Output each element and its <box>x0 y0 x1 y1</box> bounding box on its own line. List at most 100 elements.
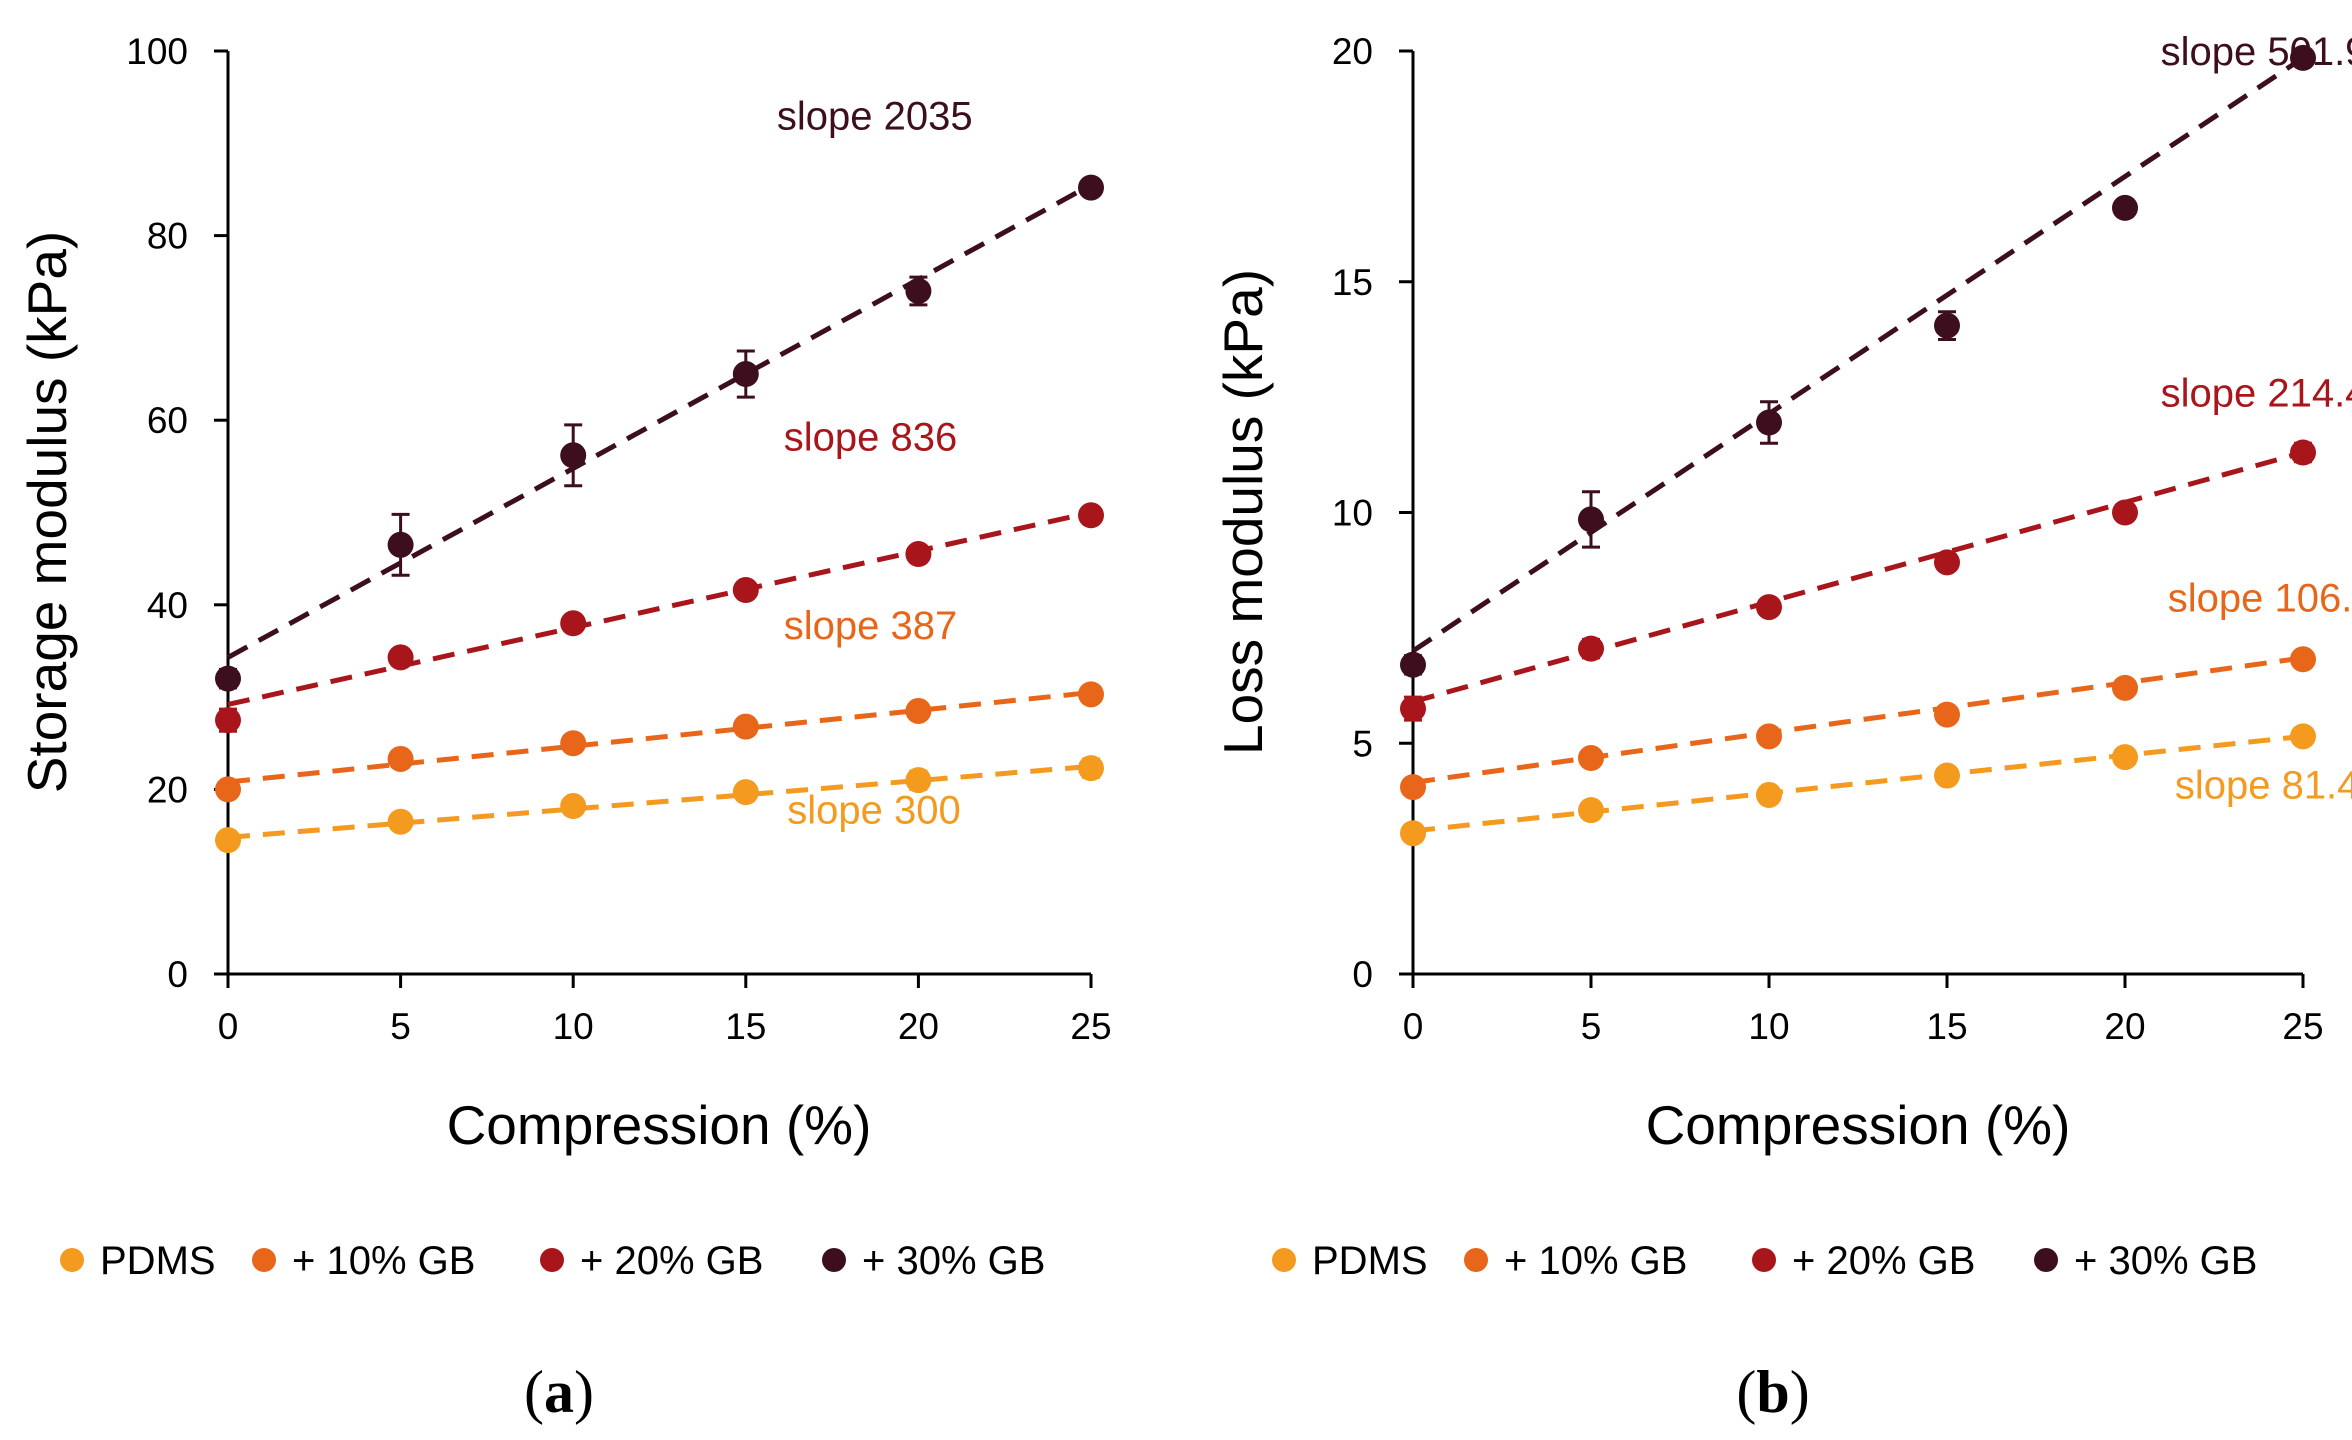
legend-item-gb20: + 20% GB <box>1752 1239 1975 1283</box>
data-point <box>1578 745 1604 772</box>
data-point <box>905 697 932 724</box>
data-point <box>2112 194 2138 221</box>
y-tick-label: 80 <box>147 216 188 257</box>
data-point <box>905 277 932 304</box>
data-point <box>215 776 241 803</box>
slope-annotation: slope 836 <box>784 416 957 460</box>
y-tick-label: 60 <box>147 400 188 441</box>
data-point <box>1756 781 1782 808</box>
y-tick-label: 0 <box>1352 954 1373 995</box>
data-point <box>905 541 932 568</box>
data-point <box>732 713 759 740</box>
trendline <box>1412 733 2304 834</box>
data-point <box>560 730 587 757</box>
slope-annotation: slope 501.9 <box>2161 30 2352 74</box>
data-point <box>215 827 241 854</box>
series-gb30: slope 501.9 <box>1400 30 2352 678</box>
slope-annotation: slope 387 <box>784 604 957 648</box>
panel-label-paren-close: ) <box>1790 1359 1810 1425</box>
data-point <box>1078 681 1104 708</box>
series-pdms: slope 300 <box>215 755 1104 854</box>
data-point <box>1756 723 1782 750</box>
data-point <box>1756 409 1782 436</box>
legend-label: PDMS <box>1312 1239 1428 1283</box>
legend-marker <box>1272 1248 1296 1272</box>
legend-item-gb30: + 30% GB <box>822 1239 1045 1283</box>
x-tick-label: 10 <box>553 1006 594 1047</box>
data-point <box>1400 695 1426 722</box>
slope-annotation: slope 81.47 <box>2175 764 2352 808</box>
x-tick-label: 5 <box>1581 1006 1602 1047</box>
y-tick-label: 15 <box>1332 262 1373 303</box>
y-tick-label: 10 <box>1332 493 1373 534</box>
x-tick-label: 0 <box>218 1006 239 1047</box>
legend-item-gb10: + 10% GB <box>252 1239 475 1283</box>
x-tick-label: 0 <box>1403 1006 1424 1047</box>
data-point <box>2290 723 2316 750</box>
data-point <box>1934 701 1960 728</box>
series-pdms: slope 81.47 <box>1400 723 2352 847</box>
data-point <box>215 665 241 692</box>
legend: PDMS + 10% GB + 20% GB + 30% GB <box>60 1239 1045 1283</box>
y-axis-title: Storage modulus (kPa) <box>16 231 78 794</box>
data-point <box>1400 774 1426 801</box>
data-point <box>732 779 759 806</box>
data-point <box>1400 820 1426 847</box>
legend-item-gb30: + 30% GB <box>2034 1239 2257 1283</box>
data-point <box>1756 594 1782 621</box>
legend-item-pdms: PDMS <box>1272 1239 1428 1283</box>
panel-label-paren-close: ) <box>574 1359 594 1425</box>
legend-label: + 20% GB <box>580 1239 763 1283</box>
y-tick-label: 100 <box>126 31 188 72</box>
slope-annotation: slope 300 <box>787 789 960 833</box>
chart-loss-modulus: 0 5 10 15 20 0 5 10 15 20 25 slope 81.47 slope 106.… <box>1212 30 2352 1425</box>
series-gb20: slope 836 <box>215 416 1104 734</box>
data-point <box>1934 312 1960 339</box>
legend-marker <box>822 1248 846 1272</box>
x-tick-label: 25 <box>1070 1006 1111 1047</box>
legend-marker <box>540 1248 564 1272</box>
data-point <box>1578 797 1604 824</box>
slope-annotation: slope 106.95 <box>2168 577 2352 621</box>
data-point <box>1578 635 1604 662</box>
data-marks: slope 300 slope 387 slope 836 slope 2035 <box>215 94 1104 854</box>
data-point <box>1078 174 1104 201</box>
legend-marker <box>2034 1248 2058 1272</box>
data-point <box>2290 646 2316 673</box>
data-point <box>1934 549 1960 576</box>
data-point <box>1578 506 1604 533</box>
data-point <box>732 577 759 604</box>
legend-item-gb10: + 10% GB <box>1464 1239 1687 1283</box>
x-tick-label: 5 <box>390 1006 411 1047</box>
y-tick-label: 20 <box>147 769 188 810</box>
trendline <box>227 510 1092 707</box>
data-point <box>387 745 414 772</box>
legend-label: + 30% GB <box>2074 1239 2257 1283</box>
trendline <box>1412 450 2304 705</box>
data-point <box>905 767 932 794</box>
legend-marker <box>1752 1248 1776 1272</box>
data-point <box>387 644 414 671</box>
x-tick-label: 25 <box>2282 1006 2323 1047</box>
x-tick-label: 20 <box>898 1006 939 1047</box>
panel-label-paren-open: ( <box>1736 1359 1756 1425</box>
x-axis-title: Compression (%) <box>447 1094 872 1156</box>
data-point <box>1400 651 1426 678</box>
data-point <box>215 707 241 734</box>
x-axis-title: Compression (%) <box>1646 1094 2071 1156</box>
series-gb20: slope 214.4 <box>1400 371 2352 722</box>
data-point <box>1934 762 1960 789</box>
legend-label: + 20% GB <box>1792 1239 1975 1283</box>
panel-label-letter: b <box>1756 1359 1789 1425</box>
y-tick-label: 5 <box>1352 723 1373 764</box>
data-point <box>560 442 587 469</box>
y-tick-label: 20 <box>1332 31 1373 72</box>
x-tick-label: 15 <box>725 1006 766 1047</box>
data-point <box>387 531 414 558</box>
panel-label: (a) <box>524 1359 594 1425</box>
series-gb10: slope 106.95 <box>1400 577 2352 801</box>
panel-label-letter: a <box>544 1359 574 1425</box>
panel-label-paren-open: ( <box>524 1359 544 1425</box>
axis-ticks: 0 5 10 15 20 0 5 10 15 20 25 <box>1332 31 2324 1047</box>
data-point <box>2112 744 2138 771</box>
